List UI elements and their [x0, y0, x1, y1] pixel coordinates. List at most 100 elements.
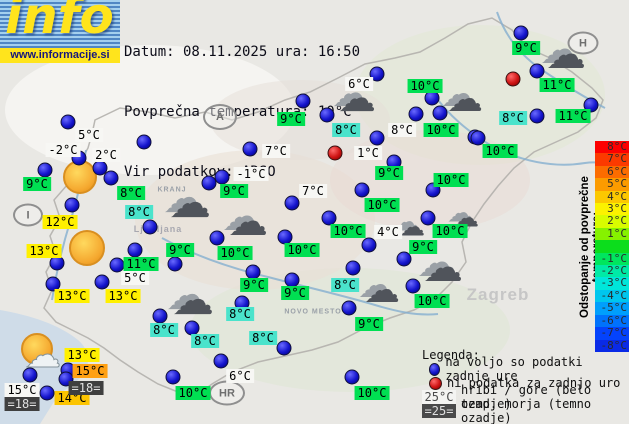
- station-dot-blue: [396, 251, 412, 267]
- temp-label: 10°C: [433, 173, 469, 187]
- cloud-icon: ☁: [447, 79, 483, 121]
- temp-label: 10°C: [407, 79, 443, 93]
- temp-label: 9°C: [277, 112, 305, 126]
- temp-label: 5°C: [121, 271, 149, 285]
- cloud-icon: ☁: [546, 32, 586, 78]
- legend-item-available: na voljo so podatki zadnje ure: [422, 355, 629, 383]
- station-dot-blue: [369, 66, 385, 82]
- temp-label: 13°C: [54, 289, 90, 303]
- scale-step: 8°C: [595, 140, 629, 154]
- country-marker-h: H: [567, 31, 599, 55]
- scale-step: 3°C: [595, 202, 629, 216]
- scale-step: [595, 240, 629, 253]
- temp-label: 9°C: [281, 286, 309, 300]
- temp-label: 13°C: [26, 244, 62, 258]
- logo-url-link[interactable]: www.informacije.si: [0, 48, 120, 63]
- temp-label: 15°C: [4, 383, 40, 397]
- temp-label: 8°C: [388, 123, 416, 137]
- cloud-icon: ☁: [364, 270, 400, 312]
- station-dot-blue: [22, 367, 38, 383]
- scale-step: -4°C: [595, 289, 629, 303]
- station-dot-blue: [37, 162, 53, 178]
- station-dot-blue: [142, 219, 158, 235]
- deviation-color-scale: 8°C 7°C 6°C 5°C 4°C 3°C 2°C 1°C -1°C -2°C -3°C -4°C…: [595, 140, 629, 352]
- temp-label: 13°C: [105, 289, 141, 303]
- temp-label: 2°C: [92, 148, 120, 162]
- station-dot-blue: [470, 130, 486, 146]
- scale-step: 6°C: [595, 165, 629, 179]
- temp-label: 11°C: [539, 78, 575, 92]
- temp-label: 8°C: [249, 331, 277, 345]
- station-dot-blue: [354, 182, 370, 198]
- station-dot-blue: [45, 276, 61, 292]
- temp-label: 9°C: [166, 243, 194, 257]
- scale-step: -2°C: [595, 264, 629, 278]
- station-dot-blue: [167, 256, 183, 272]
- scale-step: -6°C: [595, 314, 629, 328]
- station-dot-blue: [529, 108, 545, 124]
- station-dot-blue: [284, 195, 300, 211]
- scale-step: 1°C: [595, 227, 629, 241]
- scale-step: 7°C: [595, 152, 629, 166]
- country-marker-a: A: [203, 104, 237, 130]
- station-dot-blue: [152, 308, 168, 324]
- temp-label: 12°C: [42, 215, 78, 229]
- temp-label: 9°C: [240, 278, 268, 292]
- legend-item-nodata: ni podatka za zadnjo uro: [422, 376, 629, 390]
- station-dot-blue: [405, 278, 421, 294]
- station-dot-blue: [209, 230, 225, 246]
- temp-label: 5°C: [75, 128, 103, 142]
- legend-item-sea: =25= temp. morja (temno ozadje): [422, 397, 629, 424]
- station-dot-blue: [165, 369, 181, 385]
- temp-label: 10°C: [175, 386, 211, 400]
- station-dot-blue: [513, 25, 529, 41]
- station-dot-blue: [361, 237, 377, 253]
- station-dot-blue: [242, 141, 258, 157]
- temp-label: 10°C: [423, 123, 459, 137]
- temp-label: 10°C: [432, 224, 468, 238]
- station-dot-blue: [39, 385, 55, 401]
- temp-label: 10°C: [414, 294, 450, 308]
- temp-label: 10°C: [217, 246, 253, 260]
- station-dot-blue: [345, 260, 361, 276]
- station-dot-blue: [583, 97, 599, 113]
- temp-label: 10°C: [330, 224, 366, 238]
- scale-title: Odstopanje od povprečne temperature:: [579, 176, 603, 318]
- station-dot-blue: [529, 63, 545, 79]
- temp-label: 6°C: [226, 369, 254, 383]
- temp-label: 1°C: [354, 146, 382, 160]
- temp-label: =18=: [4, 397, 40, 411]
- legend-item-label: hribi / gore (belo ozadje): [461, 383, 592, 411]
- scale-step: -5°C: [595, 301, 629, 315]
- temp-label: 9°C: [409, 240, 437, 254]
- temp-label: 13°C: [64, 348, 100, 362]
- station-dot-blue: [127, 242, 143, 258]
- site-logo[interactable]: info www.informacije.si: [0, 0, 120, 63]
- temp-label: 8°C: [499, 111, 527, 125]
- station-dot-red: [505, 71, 521, 87]
- legend-item-label: na voljo so podatki zadnje ure: [445, 355, 583, 383]
- temp-label: 11°C: [555, 109, 591, 123]
- station-dot-blue: [408, 106, 424, 122]
- temp-label: 4°C: [374, 225, 402, 239]
- logo-text: info: [5, 0, 114, 45]
- city-label: KRANJ: [157, 186, 187, 194]
- country-marker-hr: HR: [209, 380, 245, 406]
- scale-step: 2°C: [595, 215, 629, 228]
- dark-box-icon: =25=: [422, 404, 456, 418]
- station-dot-blue: [103, 170, 119, 186]
- city-label: NOVO MESTO: [284, 308, 342, 316]
- temp-label: 10°C: [284, 243, 320, 257]
- temp-label: 8°C: [117, 186, 145, 200]
- temp-label: 9°C: [512, 41, 540, 55]
- temp-label: =18=: [68, 381, 104, 395]
- station-dot-blue: [214, 169, 230, 185]
- scale-step: 4°C: [595, 190, 629, 204]
- station-dot-blue: [344, 369, 360, 385]
- temp-label: 9°C: [355, 317, 383, 331]
- temp-label: 9°C: [23, 177, 51, 191]
- cloud-icon: ☁: [228, 199, 268, 245]
- scale-step: -1°C: [595, 252, 629, 266]
- legend-item-mountains: 25°C hribi / gore (belo ozadje): [422, 383, 629, 411]
